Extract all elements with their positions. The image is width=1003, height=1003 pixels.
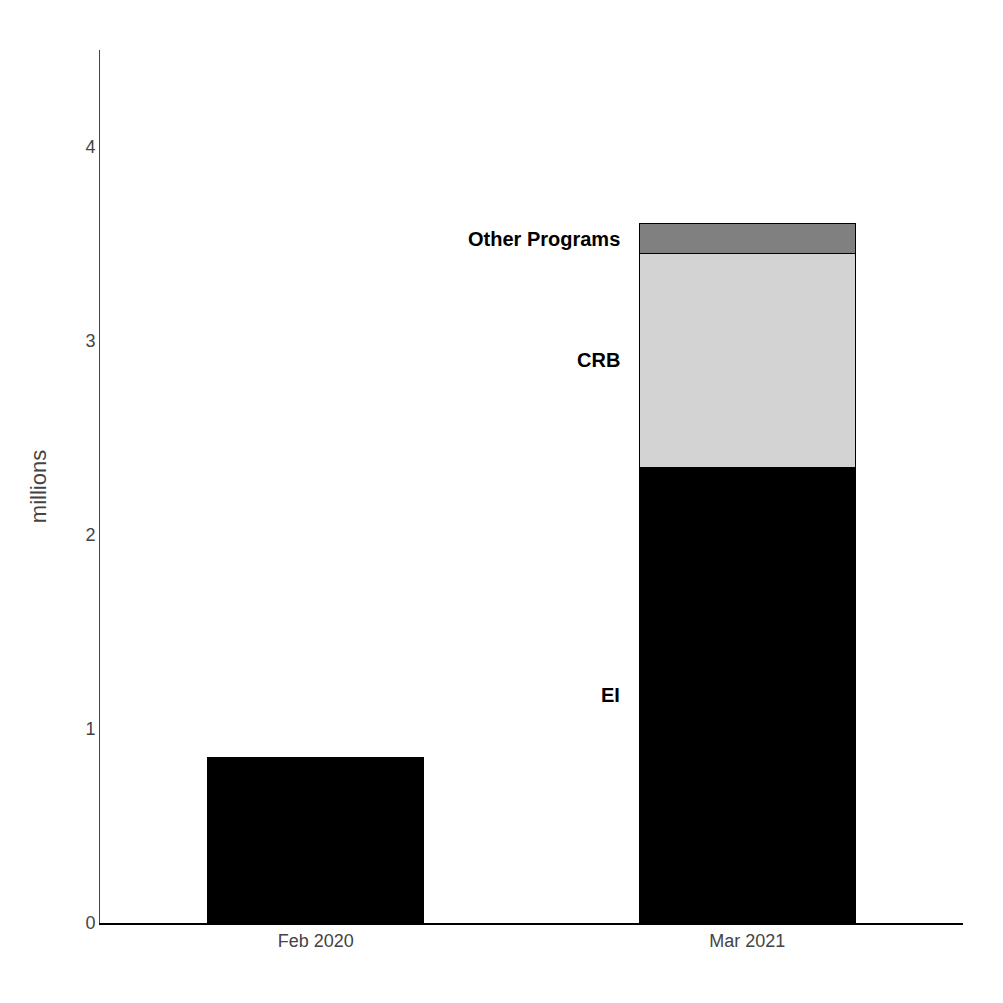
svg-text:Feb 2020: Feb 2020 bbox=[278, 931, 354, 951]
svg-text:0: 0 bbox=[85, 913, 95, 933]
svg-text:EI: EI bbox=[601, 684, 620, 706]
svg-text:Other Programs: Other Programs bbox=[468, 228, 620, 250]
svg-text:2: 2 bbox=[85, 525, 95, 545]
svg-text:3: 3 bbox=[85, 331, 95, 351]
svg-text:millions: millions bbox=[26, 450, 51, 523]
svg-text:CRB: CRB bbox=[577, 349, 620, 371]
svg-text:1: 1 bbox=[85, 719, 95, 739]
svg-text:4: 4 bbox=[85, 137, 95, 157]
svg-text:Mar 2021: Mar 2021 bbox=[709, 931, 785, 951]
